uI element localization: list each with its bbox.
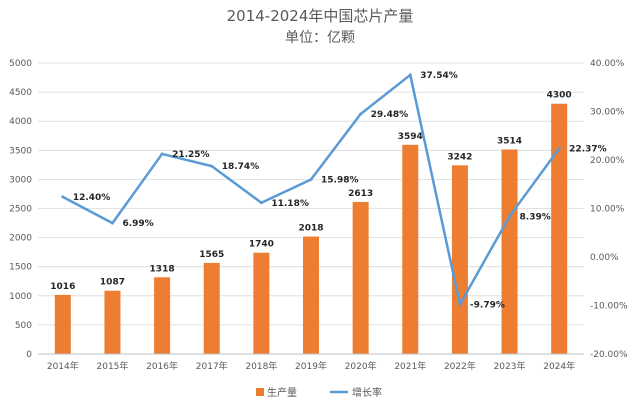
- y-left-tick-label: 4500: [9, 88, 32, 98]
- y-right-tick-label: 40.00%: [590, 59, 625, 69]
- y-left-tick-label: 2000: [9, 234, 32, 244]
- line-point: [110, 221, 114, 225]
- y-right-tick-label: 0.00%: [590, 253, 619, 263]
- watermark-text: SMYZ.NET: [501, 370, 582, 386]
- legend-swatch-bar: [256, 388, 264, 396]
- bar: [402, 144, 419, 354]
- bar-data-label: 3514: [497, 136, 522, 146]
- x-tick-label: 2019年: [295, 360, 327, 372]
- bar-data-label: 1740: [249, 240, 274, 250]
- x-tick-label: 2015年: [97, 360, 129, 372]
- bar: [253, 252, 270, 354]
- legend-label-bar: 生产量: [267, 386, 297, 399]
- bar: [551, 103, 568, 355]
- line-data-label: 22.37%: [569, 145, 607, 155]
- x-axis: 2014年 2015年 2016年 2017年 2018年 2019年 2020年 2021年…: [38, 353, 584, 372]
- y-axis-right: -20.00% -10.00% 0.00% 10.00% 20.00% 30.00% 40.…: [590, 59, 628, 360]
- chart-title: 2014-2024年中国芯片产量: [227, 7, 414, 25]
- line-data-label: 37.54%: [420, 71, 458, 81]
- line-data-label: -9.79%: [470, 300, 505, 310]
- x-tick-label: 2023年: [494, 360, 526, 372]
- bar-data-labels: 1016 1087 1318 1565 1740 2018 2613 3594 3242 3514…: [50, 91, 571, 292]
- y-right-tick-label: 10.00%: [590, 205, 625, 215]
- y-left-tick-label: 1000: [9, 292, 32, 302]
- line-point: [210, 164, 214, 168]
- line-data-labels: 12.40% 6.99% 21.25% 18.74% 11.18% 15.98% 29.48…: [73, 71, 607, 311]
- bar-data-label: 1565: [199, 250, 224, 260]
- line-point: [557, 147, 561, 151]
- line-point: [458, 302, 462, 306]
- bar: [501, 149, 518, 354]
- bar: [451, 165, 468, 354]
- y-left-tick-label: 0: [26, 350, 32, 360]
- bar: [154, 277, 171, 354]
- bar-data-label: 1318: [150, 264, 175, 274]
- line-data-label: 12.40%: [73, 193, 111, 203]
- line-data-label: 29.48%: [371, 110, 409, 120]
- y-right-tick-label: -20.00%: [590, 350, 628, 360]
- bar-data-label: 3242: [447, 152, 472, 162]
- x-tick-label: 2024年: [543, 360, 575, 372]
- x-tick-label: 2016年: [146, 360, 178, 372]
- line-point: [359, 112, 363, 116]
- x-tick-label: 2017年: [196, 360, 228, 372]
- line-series: [61, 73, 561, 306]
- line-data-label: 11.18%: [271, 199, 309, 209]
- y-left-tick-label: 1500: [9, 263, 32, 273]
- watermark: SMYZ.NET: [478, 368, 582, 388]
- y-left-tick-label: 3000: [9, 175, 32, 185]
- bar: [54, 294, 71, 354]
- bar-data-label: 2018: [298, 224, 323, 234]
- line-point: [309, 177, 313, 181]
- bar-series: [54, 103, 568, 355]
- x-tick-label: 2014年: [47, 360, 79, 372]
- bar-data-label: 2613: [348, 189, 373, 199]
- watermark-logo-icon: [478, 368, 498, 388]
- x-tick-label: 2018年: [245, 360, 277, 372]
- line-data-label: 15.98%: [321, 175, 359, 185]
- line-point: [61, 195, 65, 199]
- y-axis-left: 0 500 1000 1500 2000 2500 3000 3500 4000 4500 5000: [9, 59, 32, 360]
- bar: [303, 236, 319, 354]
- bar-data-label: 3594: [398, 132, 423, 142]
- bar-data-label: 4300: [547, 91, 572, 101]
- line-point: [160, 152, 164, 156]
- y-left-tick-label: 5000: [9, 59, 32, 69]
- bar: [352, 201, 369, 354]
- y-right-tick-label: 20.00%: [590, 156, 625, 166]
- y-left-tick-label: 2500: [9, 205, 32, 215]
- bar: [104, 290, 121, 354]
- y-left-tick-label: 3500: [9, 146, 32, 156]
- line-data-label: 8.39%: [520, 212, 551, 222]
- line-data-label: 21.25%: [172, 150, 210, 160]
- bar-data-label: 1016: [50, 282, 75, 292]
- line-point: [259, 201, 263, 205]
- y-right-tick-label: 30.00%: [590, 108, 625, 118]
- x-tick-label: 2021年: [394, 360, 426, 372]
- legend: 生产量 增长率: [256, 386, 382, 399]
- bar: [203, 262, 220, 354]
- x-tick-label: 2022年: [444, 360, 476, 372]
- y-right-tick-label: -10.00%: [590, 302, 628, 312]
- y-left-tick-label: 4000: [9, 117, 32, 127]
- legend-label-line: 增长率: [352, 386, 382, 399]
- line-point: [508, 214, 512, 218]
- line-point: [408, 73, 412, 77]
- line-data-label: 6.99%: [122, 219, 153, 229]
- x-tick-label: 2020年: [345, 360, 377, 372]
- chart-subtitle: 单位：亿颗: [285, 30, 355, 46]
- line-data-label: 18.74%: [222, 162, 260, 172]
- y-left-tick-label: 500: [15, 321, 32, 331]
- bar-data-label: 1087: [100, 278, 125, 288]
